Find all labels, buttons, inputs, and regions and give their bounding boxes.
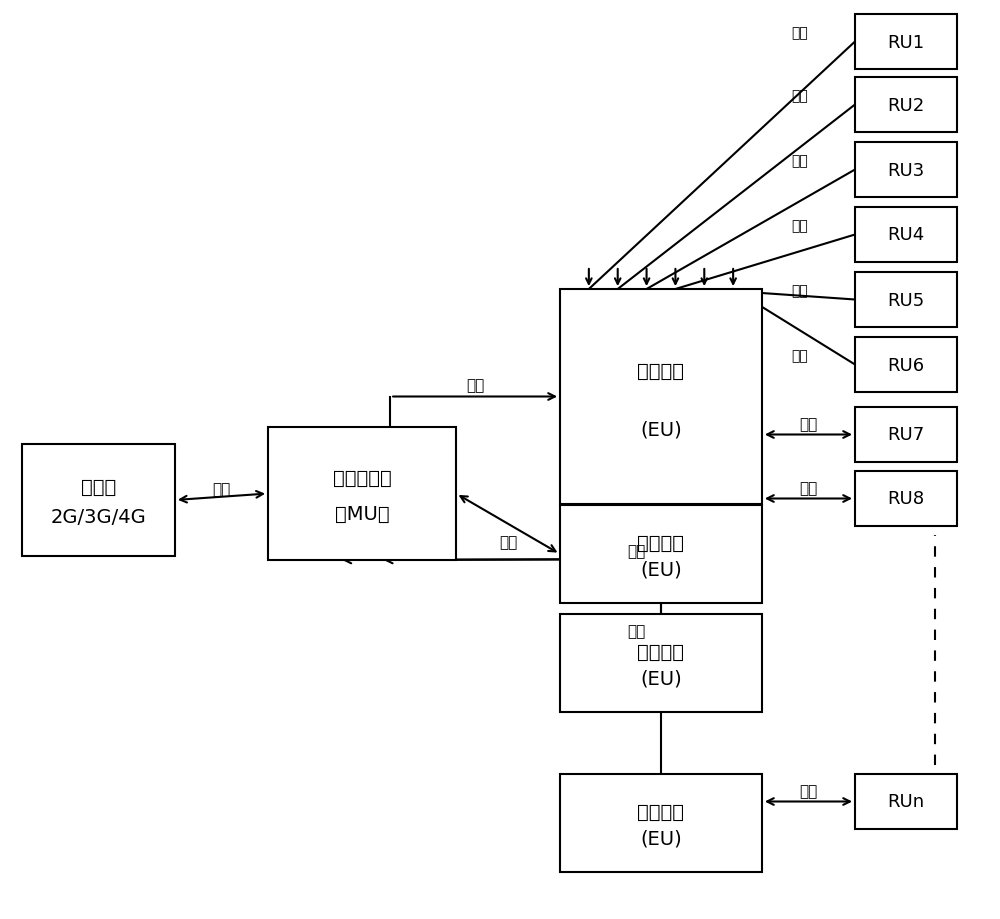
Text: RU6: RU6: [887, 357, 925, 374]
Text: 馈线: 馈线: [212, 482, 231, 497]
Text: 光纤: 光纤: [792, 89, 808, 103]
Text: （MU）: （MU）: [335, 505, 389, 524]
Text: 扩展单元: 扩展单元: [638, 802, 684, 821]
Text: RU7: RU7: [887, 426, 925, 444]
Text: 光纤: 光纤: [792, 284, 808, 298]
Text: 扩展单元: 扩展单元: [638, 362, 684, 380]
Text: 光纤: 光纤: [792, 219, 808, 233]
Text: 光纤: 光纤: [466, 378, 484, 392]
Text: 扩展单元: 扩展单元: [638, 533, 684, 552]
Text: 光纤: 光纤: [792, 27, 808, 40]
Bar: [560, 774, 762, 872]
Text: 光纤: 光纤: [799, 481, 818, 495]
Bar: [855, 273, 957, 328]
Bar: [560, 289, 762, 505]
Text: (EU): (EU): [640, 560, 682, 579]
Bar: [855, 208, 957, 263]
Text: 扩展单元: 扩展单元: [638, 642, 684, 661]
Text: 光纤: 光纤: [627, 623, 645, 638]
Bar: [855, 774, 957, 829]
Text: 信号源: 信号源: [81, 478, 116, 496]
Text: RU2: RU2: [887, 96, 925, 114]
Bar: [855, 78, 957, 133]
Text: 光纤: 光纤: [792, 154, 808, 168]
Text: 光纤: 光纤: [799, 783, 818, 798]
Text: 光纤: 光纤: [792, 349, 808, 363]
Text: RU5: RU5: [887, 291, 925, 309]
Text: RU1: RU1: [887, 33, 925, 51]
Bar: [855, 15, 957, 70]
Text: 光纤: 光纤: [627, 543, 645, 558]
Text: RU8: RU8: [887, 490, 925, 508]
Bar: [855, 337, 957, 392]
Text: (EU): (EU): [640, 828, 682, 847]
Bar: [855, 407, 957, 462]
Bar: [855, 142, 957, 198]
Text: 光纤: 光纤: [499, 535, 517, 550]
Text: (EU): (EU): [640, 420, 682, 438]
Text: (EU): (EU): [640, 668, 682, 687]
Text: RU4: RU4: [887, 226, 925, 244]
Bar: [268, 427, 456, 561]
Text: 主接入单元: 主接入单元: [333, 469, 391, 487]
Text: RU3: RU3: [887, 162, 925, 179]
Text: 光纤: 光纤: [799, 416, 818, 432]
Text: RUn: RUn: [887, 792, 925, 811]
Bar: [855, 471, 957, 527]
Bar: [22, 445, 175, 556]
Bar: [560, 614, 762, 712]
Text: 2G/3G/4G: 2G/3G/4G: [51, 507, 146, 527]
Bar: [560, 505, 762, 604]
